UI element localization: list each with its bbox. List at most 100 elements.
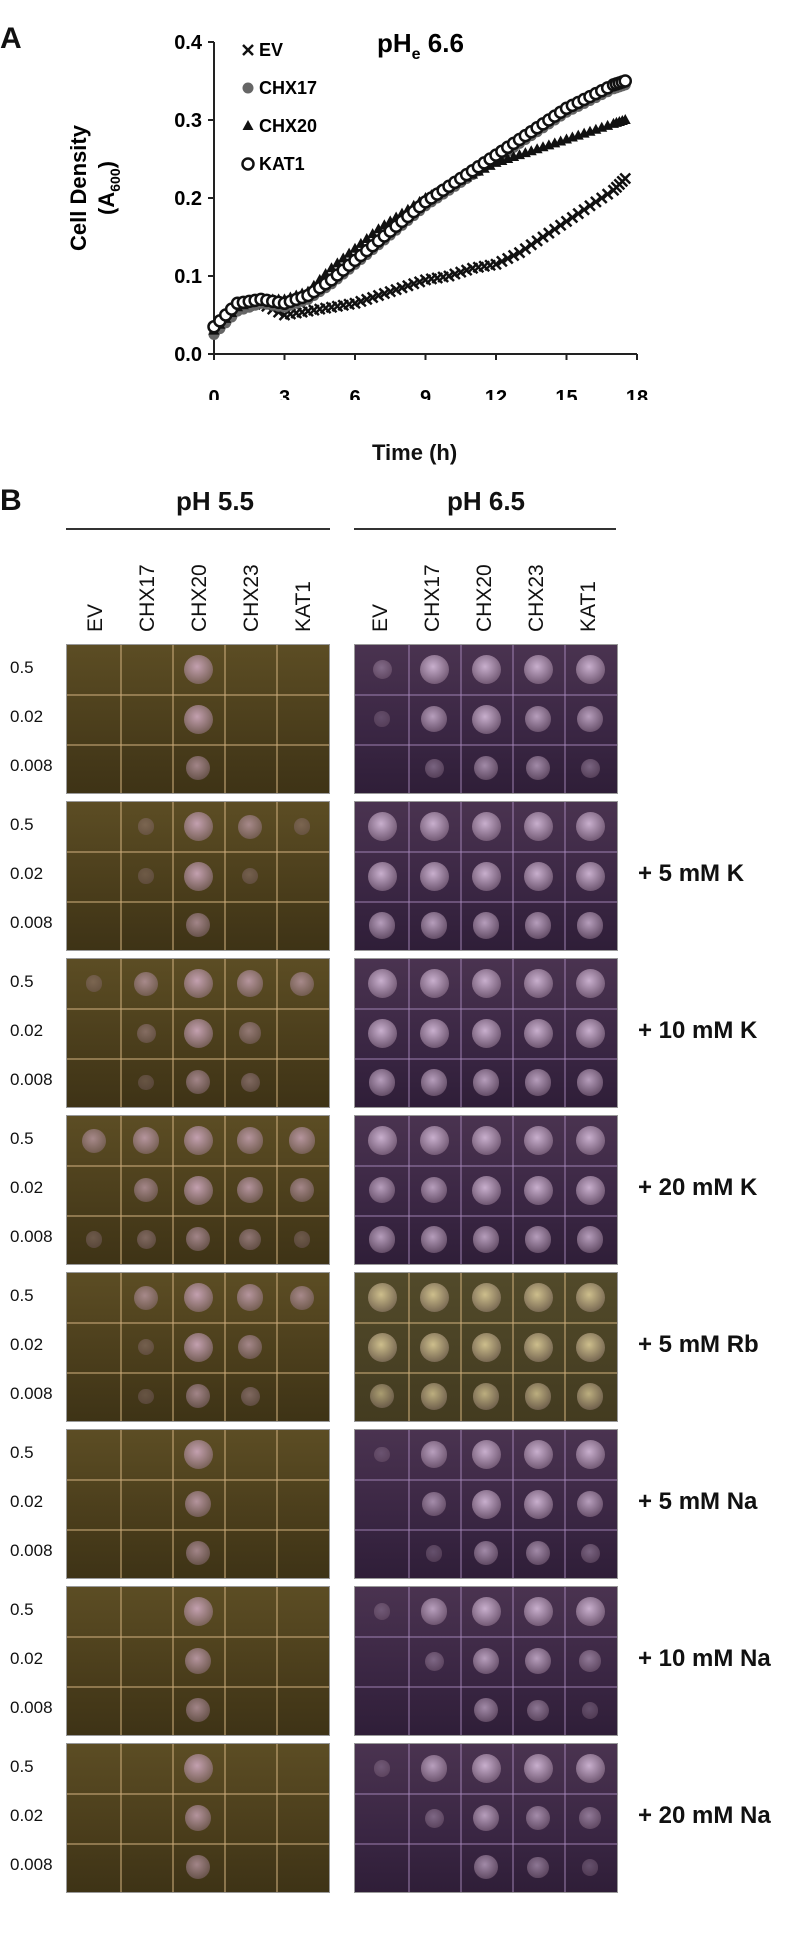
yeast-spot [471, 1283, 501, 1313]
yeast-spot [288, 1127, 316, 1154]
yeast-spot [368, 1069, 396, 1096]
yeast-spot [474, 1698, 498, 1723]
grid-line [408, 645, 410, 793]
x-tick-label: 3 [279, 387, 290, 400]
yeast-spot [184, 1490, 212, 1518]
strain-label-chx17: CHX17 [136, 564, 159, 632]
grid-line [120, 802, 122, 950]
yeast-spot [581, 1702, 599, 1719]
yeast-spot [472, 1383, 500, 1410]
yeast-spot [575, 1597, 605, 1627]
yeast-spot [580, 1543, 600, 1563]
strain-label-chx17: CHX17 [421, 564, 444, 632]
grid-line [355, 1793, 617, 1796]
yeast-spot [183, 655, 213, 685]
grid-line [512, 1587, 514, 1735]
dilution-label: 0.5 [10, 657, 34, 677]
dilution-label: 0.02 [10, 1492, 44, 1511]
yeast-spot [420, 1441, 448, 1468]
dilution-label: 0.008 [10, 756, 53, 776]
yeast-spot [238, 1335, 262, 1359]
yeast-spot [240, 1072, 260, 1092]
grid-line [224, 802, 226, 950]
grid-line [67, 1842, 329, 1845]
ev-point [601, 188, 614, 200]
yeast-spot [136, 1229, 156, 1249]
yeast-spot [183, 1126, 213, 1156]
grid-line [564, 1116, 566, 1264]
yeast-spot [575, 1440, 605, 1470]
grid-line [408, 802, 410, 950]
dilution-label: 0.008 [10, 1384, 53, 1404]
yeast-spot [471, 1489, 501, 1519]
grid-line [355, 1057, 617, 1060]
yeast-spot [526, 756, 550, 781]
ev-point [560, 215, 573, 228]
x-tick-label: 18 [626, 387, 648, 400]
yeast-spot [575, 861, 605, 891]
dilution-label: 0.008 [10, 913, 53, 933]
yeast-spot [471, 861, 501, 891]
yeast-spot [474, 1855, 498, 1880]
yeast-spot [419, 1283, 449, 1313]
grid-line [355, 1165, 617, 1168]
x-tick-label: 12 [485, 387, 507, 400]
ev-point [513, 246, 526, 259]
y-tick-label: 0.4 [174, 32, 203, 54]
grid-line [276, 1430, 278, 1578]
grid-line [67, 1214, 329, 1217]
kat1-point [618, 74, 632, 88]
yeast-spot [290, 971, 314, 996]
yeast-spot [425, 1545, 443, 1562]
yeast-spot [420, 1176, 448, 1204]
yeast-spot [367, 861, 397, 891]
strain-label-chx20: CHX20 [473, 564, 496, 632]
yeast-spot [241, 867, 259, 885]
yeast-spot [238, 814, 262, 839]
ev-point [595, 192, 608, 204]
plate-ph55-7 [66, 1586, 330, 1736]
plate-ph65-3 [354, 958, 618, 1108]
plate-ph65-1 [354, 644, 618, 794]
grid-line [355, 743, 617, 746]
yeast-spot [138, 868, 154, 884]
yeast-spot [524, 1647, 552, 1675]
legend-label-chx17: CHX17 [259, 78, 317, 98]
yeast-spot [240, 1386, 260, 1406]
grid-line [276, 802, 278, 950]
grid-line [276, 1587, 278, 1735]
yeast-spot [184, 1647, 212, 1675]
yeast-spot [420, 1383, 448, 1410]
yeast-spot [575, 812, 605, 842]
yeast-spot [524, 912, 552, 939]
yeast-spot [575, 1332, 605, 1362]
yeast-spot [424, 758, 444, 778]
yeast-spot [576, 1069, 604, 1096]
grid-line [172, 1273, 174, 1421]
grid-line [172, 1430, 174, 1578]
legend-label-kat1: KAT1 [259, 154, 305, 174]
yeast-spot [183, 704, 213, 734]
yeast-spot [523, 655, 553, 685]
yeast-spot [373, 1760, 391, 1777]
panel-a-label: A [0, 22, 22, 55]
strain-label-chx20: CHX20 [188, 564, 211, 632]
ev-point [578, 203, 591, 216]
yeast-spot [186, 1855, 210, 1880]
grid-line [67, 1528, 329, 1531]
grid-line [460, 1744, 462, 1892]
grid-line [172, 1116, 174, 1264]
yeast-spot [137, 818, 155, 835]
condition-label: + 20 mM Na [638, 1802, 771, 1829]
yeast-spot [368, 912, 396, 939]
dilution-label: 0.008 [10, 1698, 53, 1718]
yeast-spot [523, 969, 553, 999]
strain-label-chx23: CHX23 [525, 564, 548, 632]
condition-label: + 5 mM Na [638, 1488, 758, 1515]
grid-line [460, 959, 462, 1107]
grid-line [67, 1371, 329, 1374]
grid-line [355, 900, 617, 903]
grid-line [224, 1587, 226, 1735]
yeast-spot [575, 1018, 605, 1048]
yeast-spot [575, 1283, 605, 1313]
